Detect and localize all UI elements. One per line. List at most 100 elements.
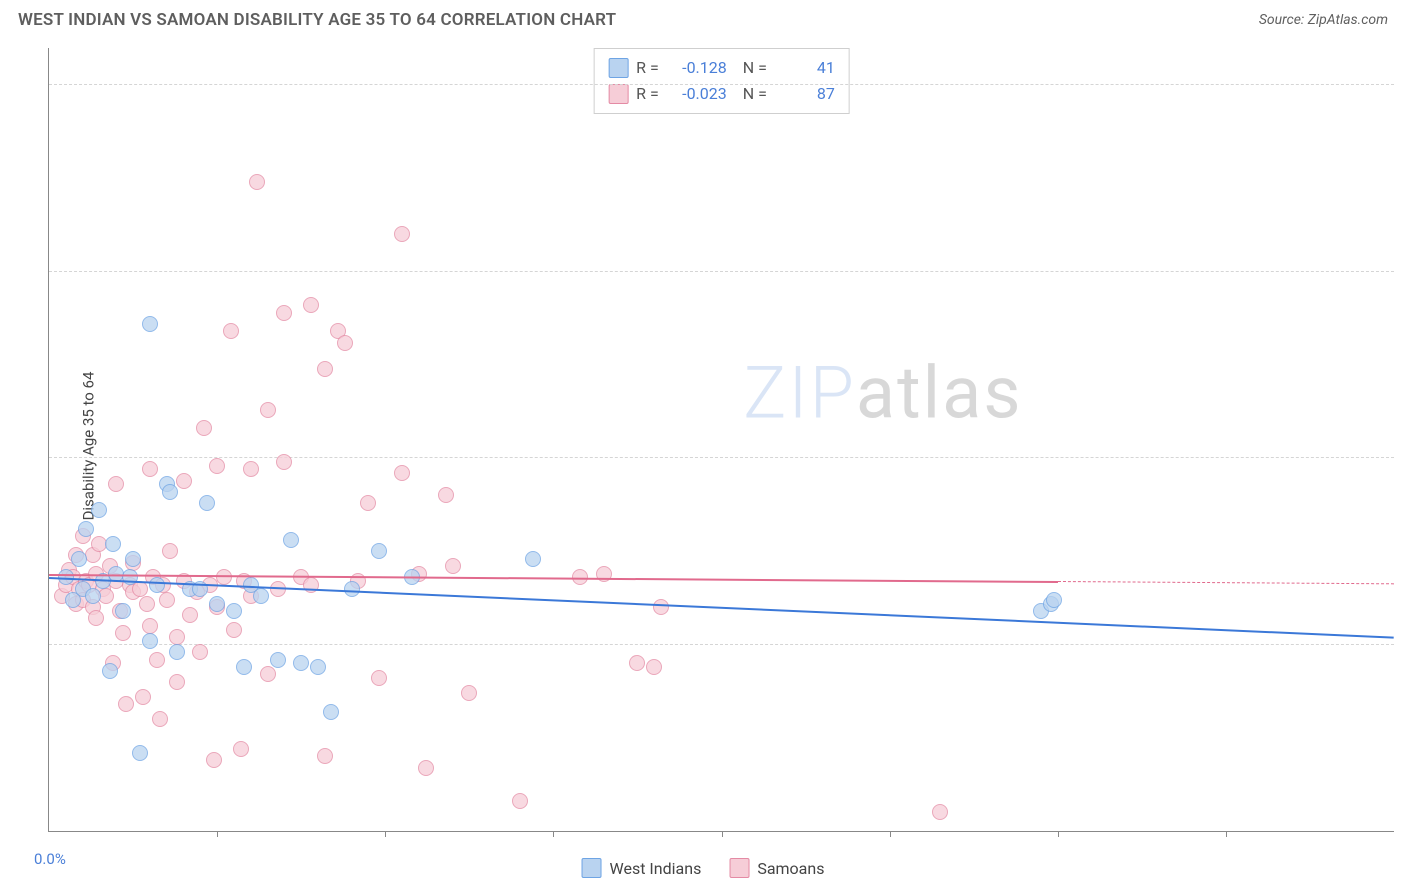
series-legend-item: West Indians (582, 858, 702, 878)
legend-swatch (608, 58, 628, 78)
trend-line (1058, 581, 1394, 584)
data-point (243, 461, 259, 477)
data-point (88, 610, 104, 626)
correlation-legend-row: R = -0.128 N = 41 (608, 55, 835, 81)
data-point (337, 335, 353, 351)
data-point (169, 629, 185, 645)
data-point (253, 588, 269, 604)
data-point (152, 711, 168, 727)
data-point (115, 603, 131, 619)
gridline (49, 644, 1394, 645)
data-point (85, 588, 101, 604)
data-point (360, 495, 376, 511)
legend-n-value: 41 (775, 55, 835, 81)
data-point (139, 596, 155, 612)
trend-line (49, 577, 1394, 639)
data-point (371, 543, 387, 559)
data-point (142, 316, 158, 332)
data-point (629, 655, 645, 671)
data-point (199, 495, 215, 511)
data-point (71, 551, 87, 567)
data-point (512, 793, 528, 809)
data-point (1046, 592, 1062, 608)
data-point (118, 696, 134, 712)
series-legend-label: Samoans (757, 859, 824, 878)
data-point (461, 685, 477, 701)
data-point (260, 402, 276, 418)
legend-r-label: R = (636, 55, 659, 81)
x-tick (1058, 831, 1059, 837)
data-point (135, 689, 151, 705)
x-axis-min-label: 0.0% (34, 850, 66, 868)
data-point (270, 652, 286, 668)
gridline (49, 84, 1394, 85)
data-point (149, 652, 165, 668)
data-point (182, 607, 198, 623)
x-tick (385, 831, 386, 837)
series-legend-item: Samoans (729, 858, 824, 878)
data-point (142, 618, 158, 634)
data-point (169, 674, 185, 690)
data-point (132, 745, 148, 761)
data-point (209, 458, 225, 474)
data-point (108, 476, 124, 492)
source-label: Source: ZipAtlas.com (1259, 12, 1388, 28)
legend-n-label: N = (735, 55, 767, 81)
data-point (159, 592, 175, 608)
data-point (216, 569, 232, 585)
data-point (276, 454, 292, 470)
legend-swatch (582, 858, 602, 878)
data-point (293, 655, 309, 671)
x-tick (1226, 831, 1227, 837)
gridline (49, 271, 1394, 272)
data-point (283, 532, 299, 548)
data-point (276, 305, 292, 321)
chart-area: ZIPatlas R =-0.128 N =41R =-0.023 N =87 … (48, 48, 1394, 832)
data-point (646, 659, 662, 675)
x-tick (722, 831, 723, 837)
data-point (932, 804, 948, 820)
data-point (653, 599, 669, 615)
data-point (115, 625, 131, 641)
data-point (223, 323, 239, 339)
legend-swatch (729, 858, 749, 878)
data-point (303, 297, 319, 313)
data-point (233, 741, 249, 757)
data-point (196, 420, 212, 436)
plot-region: ZIPatlas R =-0.128 N =41R =-0.023 N =87 … (48, 48, 1394, 832)
data-point (371, 670, 387, 686)
data-point (125, 551, 141, 567)
legend-r-value: -0.128 (667, 55, 727, 81)
chart-header: WEST INDIAN VS SAMOAN DISABILITY AGE 35 … (0, 0, 1406, 36)
data-point (394, 465, 410, 481)
data-point (192, 644, 208, 660)
data-point (317, 361, 333, 377)
watermark-bold: ZIP (743, 350, 856, 435)
data-point (142, 633, 158, 649)
data-point (438, 487, 454, 503)
data-point (162, 543, 178, 559)
data-point (142, 461, 158, 477)
series-legend-label: West Indians (610, 859, 702, 878)
correlation-legend: R =-0.128 N =41R =-0.023 N =87 (593, 48, 850, 114)
data-point (169, 644, 185, 660)
data-point (236, 659, 252, 675)
data-point (78, 521, 94, 537)
data-point (162, 484, 178, 500)
data-point (323, 704, 339, 720)
data-point (91, 502, 107, 518)
watermark: ZIPatlas (743, 350, 1022, 435)
data-point (176, 473, 192, 489)
data-point (206, 752, 222, 768)
data-point (317, 748, 333, 764)
data-point (122, 569, 138, 585)
x-tick (217, 831, 218, 837)
series-legend: West Indians Samoans (582, 858, 825, 878)
data-point (249, 174, 265, 190)
x-tick (890, 831, 891, 837)
watermark-light: atlas (856, 350, 1023, 435)
data-point (226, 603, 242, 619)
data-point (394, 226, 410, 242)
x-tick (553, 831, 554, 837)
data-point (209, 596, 225, 612)
